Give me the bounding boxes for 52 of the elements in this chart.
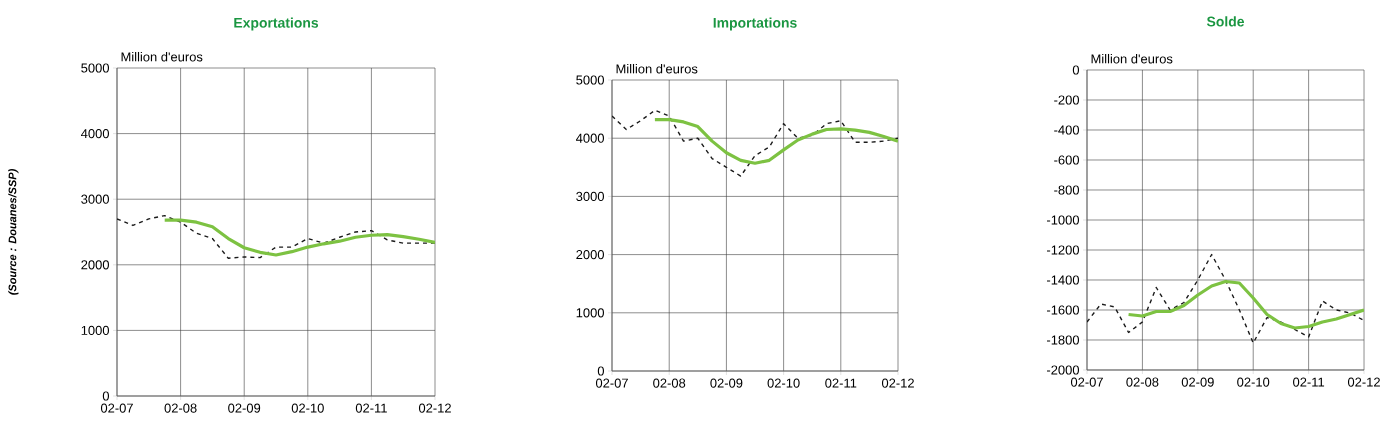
x-tick-label: 02-08 — [1126, 377, 1159, 387]
y-tick-label: -800 — [1054, 185, 1080, 195]
y-tick-label: -1600 — [1046, 305, 1080, 315]
x-tick-label: 02-12 — [881, 378, 914, 388]
x-tick-label: 02-07 — [1070, 377, 1103, 387]
y-tick-label: 3000 — [81, 194, 110, 204]
y-tick-label: 1000 — [81, 325, 110, 335]
x-tick-label: 02-09 — [228, 403, 261, 413]
x-tick-label: 02-10 — [767, 378, 800, 388]
x-tick-label: 02-11 — [825, 378, 857, 388]
x-tick-label: 02-12 — [1347, 377, 1380, 387]
line-series — [612, 109, 899, 177]
x-tick-label: 02-08 — [164, 403, 197, 413]
y-tick-label: -1400 — [1046, 275, 1080, 285]
chart-title: Importations — [713, 17, 797, 31]
y-tick-label: 4000 — [81, 129, 110, 139]
line-series — [163, 218, 435, 257]
y-axis-title: Million d'euros — [121, 51, 203, 62]
line-series — [653, 117, 899, 165]
y-axis-title: Million d'euros — [1091, 53, 1173, 64]
x-tick-label: 02-07 — [595, 378, 628, 388]
y-tick-label: -1800 — [1046, 335, 1080, 345]
x-tick-label: 02-11 — [355, 403, 387, 413]
x-tick-label: 02-07 — [100, 403, 133, 413]
x-tick-label: 02-10 — [1237, 377, 1270, 387]
line-series — [1087, 253, 1365, 344]
text: (Source : Douanes/SSP) — [8, 169, 19, 295]
y-axis-title: Million d'euros — [616, 63, 698, 74]
y-tick-label: 3000 — [576, 191, 604, 201]
chart-title: Exportations — [234, 17, 319, 31]
y-tick-label: 1000 — [576, 308, 604, 318]
y-tick-label: 5000 — [81, 63, 110, 73]
y-tick-label: -200 — [1054, 95, 1080, 105]
y-tick-label: 0 — [597, 366, 605, 376]
x-tick-label: 02-09 — [710, 378, 743, 388]
y-tick-label: 2000 — [576, 250, 604, 260]
y-tick-label: -2000 — [1046, 365, 1080, 375]
x-tick-label: 02-12 — [418, 403, 451, 413]
y-tick-label: -1000 — [1046, 215, 1080, 225]
x-tick-label: 02-10 — [291, 403, 324, 413]
y-tick-label: 2000 — [81, 260, 110, 270]
y-tick-label: -1200 — [1046, 245, 1080, 255]
y-tick-label: 0 — [102, 391, 110, 401]
x-tick-label: 02-11 — [1293, 377, 1325, 387]
y-tick-label: 0 — [1072, 65, 1080, 75]
y-tick-label: 4000 — [575, 133, 604, 143]
chart-title: Solde — [1206, 16, 1245, 27]
x-tick-label: 02-08 — [653, 378, 686, 388]
y-tick-label: 5000 — [576, 75, 604, 85]
y-tick-label: -400 — [1054, 125, 1080, 135]
y-tick-label: -600 — [1054, 155, 1080, 165]
x-tick-label: 02-09 — [1181, 377, 1214, 387]
